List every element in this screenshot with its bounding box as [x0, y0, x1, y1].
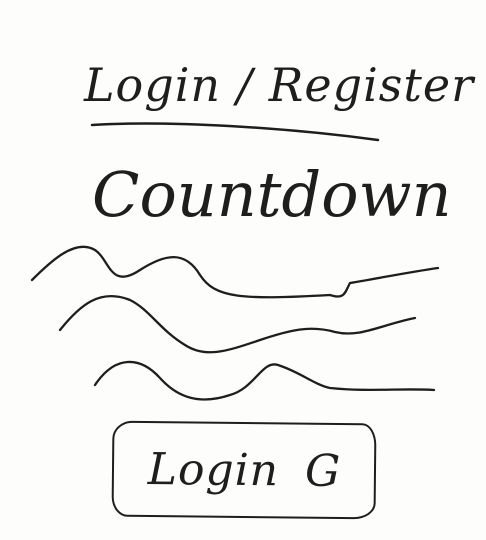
login-google-button[interactable]: Login G	[111, 420, 377, 520]
scribble-line-1	[30, 245, 440, 299]
login-button-label: Login	[147, 443, 280, 496]
google-icon: G	[304, 445, 341, 497]
login-register-link[interactable]: Login / Register	[84, 58, 475, 112]
scribble-line-3	[93, 360, 436, 401]
scribble-line-2	[58, 294, 417, 354]
countdown-display: Countdown	[92, 158, 452, 231]
